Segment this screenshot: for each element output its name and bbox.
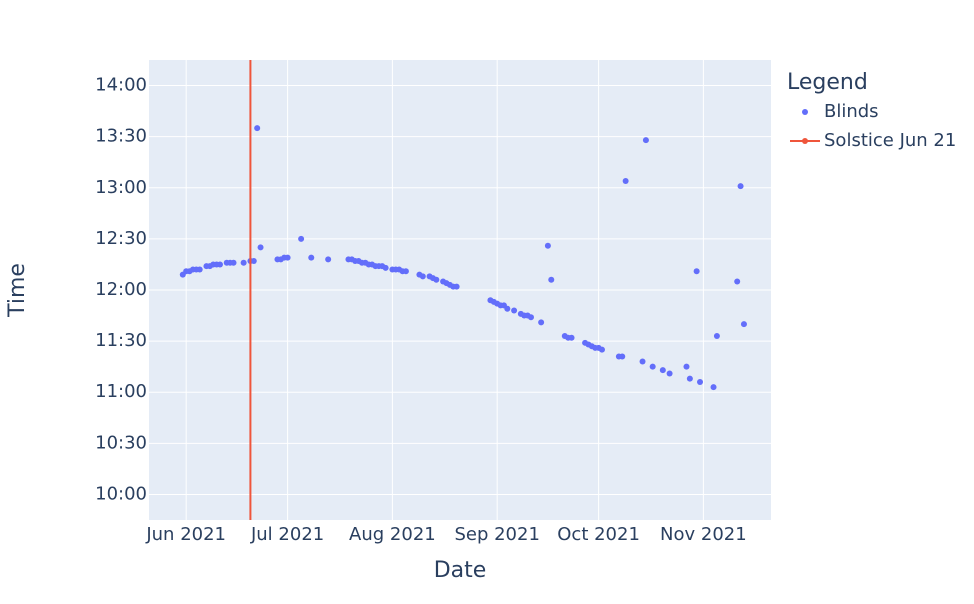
x-axis-title: Date [434, 558, 487, 583]
point [527, 314, 534, 321]
point [666, 370, 673, 377]
point [548, 276, 555, 283]
point [619, 353, 626, 360]
y-tick-label: 12:30 [95, 228, 147, 249]
point [734, 278, 741, 285]
point [453, 283, 460, 290]
point [697, 379, 704, 385]
point [216, 261, 223, 268]
point [710, 384, 717, 391]
y-tick-label: 14:00 [95, 75, 147, 96]
point [240, 259, 247, 266]
point [298, 235, 305, 242]
point [693, 268, 700, 275]
x-tick-label: Jul 2021 [250, 524, 324, 545]
point [639, 358, 646, 365]
y-axis-title: Time [5, 263, 30, 318]
point [598, 346, 605, 353]
point [504, 305, 511, 312]
point [325, 256, 332, 263]
legend-title: Legend [787, 70, 868, 95]
point [257, 244, 264, 251]
legend-marker [802, 138, 808, 144]
grid [149, 60, 771, 520]
point [402, 268, 409, 275]
x-tick-label: Sep 2021 [454, 524, 539, 545]
y-tick-label: 11:00 [95, 381, 147, 402]
point [308, 254, 315, 261]
legend-label: Solstice Jun 21 [824, 130, 956, 151]
point [230, 259, 237, 266]
y-tick-label: 11:30 [95, 330, 147, 351]
y-tick-label: 10:00 [95, 483, 147, 504]
point [713, 333, 720, 339]
x-tick-label: Aug 2021 [349, 524, 436, 545]
point [196, 266, 203, 273]
point [511, 307, 518, 314]
point [622, 177, 629, 184]
point [284, 254, 291, 261]
legend-marker [802, 109, 808, 115]
point [642, 137, 649, 144]
point [683, 363, 690, 370]
legend-label: Blinds [824, 101, 879, 122]
point [544, 242, 551, 249]
y-tick-label: 12:00 [95, 279, 147, 300]
point [250, 258, 257, 265]
marks [179, 60, 747, 520]
y-tick-label: 13:30 [95, 126, 147, 147]
y-tick-label: 13:00 [95, 177, 147, 198]
point [659, 367, 666, 374]
point [686, 375, 693, 382]
y-tick-label: 10:30 [95, 432, 147, 453]
point [568, 334, 575, 341]
x-tick-label: Oct 2021 [557, 524, 640, 545]
point [433, 276, 440, 283]
point [419, 273, 426, 280]
x-tick-label: Nov 2021 [660, 524, 747, 545]
point [254, 125, 261, 132]
point [737, 183, 744, 190]
point [649, 363, 656, 370]
point [382, 264, 389, 271]
point [740, 321, 747, 328]
x-tick-label: Jun 2021 [145, 524, 226, 545]
point [538, 319, 545, 326]
